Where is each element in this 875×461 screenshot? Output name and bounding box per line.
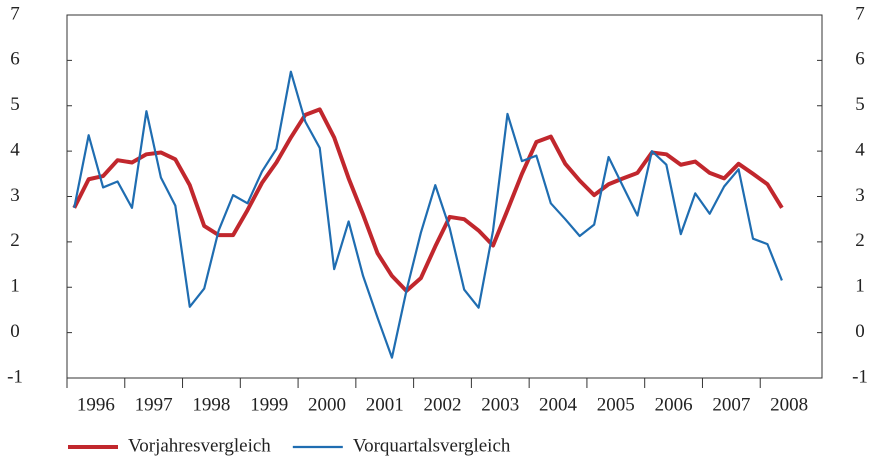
y-tick-label: 2 xyxy=(10,230,20,251)
legend-label: Vorjahresvergleich xyxy=(128,435,271,456)
line-series xyxy=(72,107,784,293)
x-tick-label: 2004 xyxy=(539,394,578,415)
y-tick-label: 3 xyxy=(10,185,20,206)
x-tick-label: 2006 xyxy=(655,394,693,415)
y2-tick-label: -1 xyxy=(852,366,868,387)
x-tick-label: 1999 xyxy=(250,394,288,415)
y-tick-label: 7 xyxy=(10,3,20,24)
y2-tick-label: 6 xyxy=(855,49,865,70)
y-tick-label: 0 xyxy=(10,321,20,342)
x-tick-label: 2000 xyxy=(308,394,346,415)
legend-label: Vorquartalsvergleich xyxy=(353,435,511,456)
y-tick-label: 4 xyxy=(10,139,20,160)
x-tick-label: 2005 xyxy=(597,394,635,415)
x-tick-label: 2001 xyxy=(366,394,404,415)
y2-tick-label: 2 xyxy=(855,230,865,251)
y-tick-label: -1 xyxy=(7,366,23,387)
x-tick-label: 1997 xyxy=(135,394,173,415)
y-tick-label: 5 xyxy=(10,94,20,115)
x-tick-label: 2007 xyxy=(712,394,750,415)
x-tick-label: 2003 xyxy=(481,394,519,415)
y-tick-label: 6 xyxy=(10,49,20,70)
x-tick-label: 1998 xyxy=(192,394,230,415)
x-tick-label: 2008 xyxy=(770,394,808,415)
y2-tick-label: 0 xyxy=(855,321,865,342)
y2-tick-label: 7 xyxy=(855,3,865,24)
y-tick-label: 1 xyxy=(10,276,20,297)
y2-tick-label: 1 xyxy=(855,276,865,297)
x-tick-label: 2002 xyxy=(424,394,462,415)
y2-tick-label: 4 xyxy=(855,139,865,160)
y2-tick-label: 3 xyxy=(855,185,865,206)
line-series xyxy=(73,70,783,359)
x-tick-label: 1996 xyxy=(77,394,115,415)
plot-frame xyxy=(66,14,823,379)
y2-tick-label: 5 xyxy=(855,94,865,115)
